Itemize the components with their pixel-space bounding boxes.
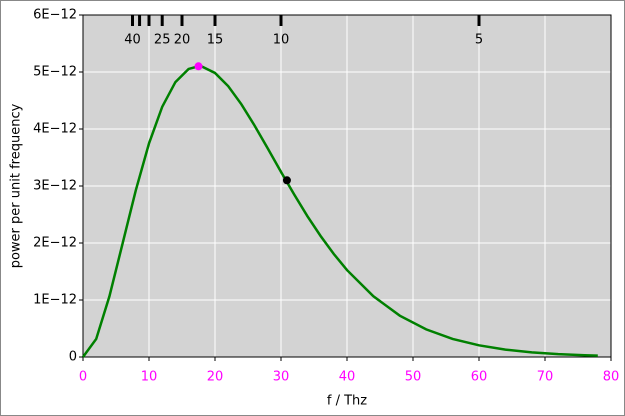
y-tick-label: 2E−12 (33, 236, 77, 251)
point-marker (282, 176, 291, 185)
x-tick-label: 30 (273, 370, 290, 385)
point-marker (194, 62, 203, 71)
top-tick-label: 10 (273, 33, 290, 48)
x-axis-label: f / Thz (327, 394, 367, 409)
top-tick-label: 25 (154, 33, 171, 48)
x-tick-label: 80 (603, 370, 620, 385)
y-tick-label: 6E−12 (33, 8, 77, 23)
x-tick-label: 50 (405, 370, 422, 385)
top-tick-label: 15 (207, 33, 224, 48)
y-tick-label: 5E−12 (33, 65, 77, 80)
plot-border (82, 14, 612, 358)
y-tick-label: 0 (69, 350, 77, 365)
y-tick-label: 4E−12 (33, 122, 77, 137)
y-tick-label: 1E−12 (33, 293, 77, 308)
y-tick-label: 3E−12 (33, 179, 77, 194)
x-tick-label: 70 (537, 370, 554, 385)
x-tick-label: 0 (79, 370, 87, 385)
x-tick-label: 60 (471, 370, 488, 385)
top-tick-label: 5 (475, 33, 483, 48)
x-tick-label: 20 (207, 370, 224, 385)
top-tick-label: 40 (124, 33, 141, 48)
top-tick-label: 20 (174, 33, 191, 48)
x-tick-label: 10 (141, 370, 158, 385)
x-tick-label: 40 (339, 370, 356, 385)
y-axis-label: power per unit frequency (9, 103, 24, 268)
line-series (81, 65, 598, 358)
